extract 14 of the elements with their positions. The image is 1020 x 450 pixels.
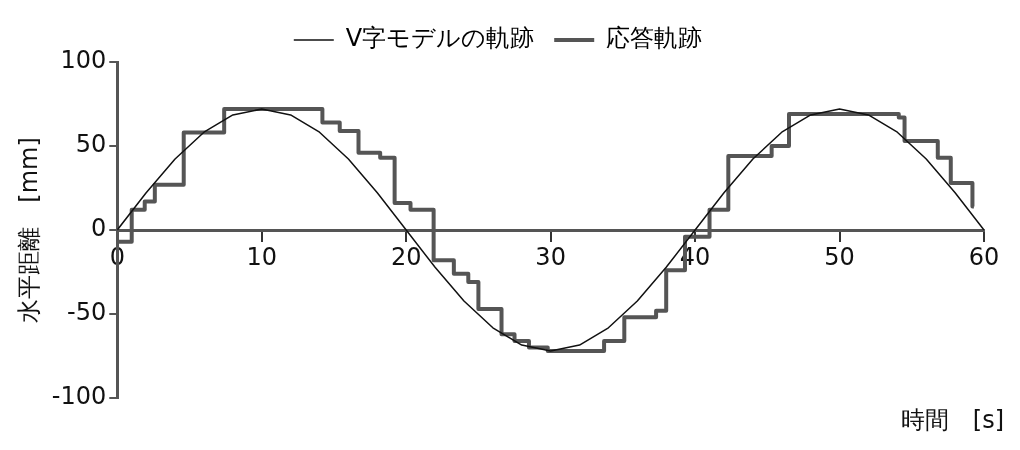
x-tick-label: 30	[535, 242, 566, 271]
y-tick-label: 50	[75, 130, 107, 159]
legend-label: V字モデルの軌跡	[345, 24, 535, 53]
legend-label: 応答軌跡	[606, 24, 703, 53]
x-tick-label: 60	[968, 242, 1000, 271]
x-axis-title: 時間 [s]	[900, 406, 1004, 435]
y-axis-title: 水平距離 [mm]	[14, 137, 43, 323]
x-tick-label: 50	[824, 242, 855, 271]
y-tick-label: -50	[67, 298, 107, 327]
x-tick-label: 20	[390, 242, 422, 271]
y-tick-label: -100	[51, 382, 107, 411]
y-tick-label: 0	[90, 214, 107, 243]
y-tick-label: 100	[60, 46, 107, 75]
x-tick-label: 10	[246, 242, 277, 271]
